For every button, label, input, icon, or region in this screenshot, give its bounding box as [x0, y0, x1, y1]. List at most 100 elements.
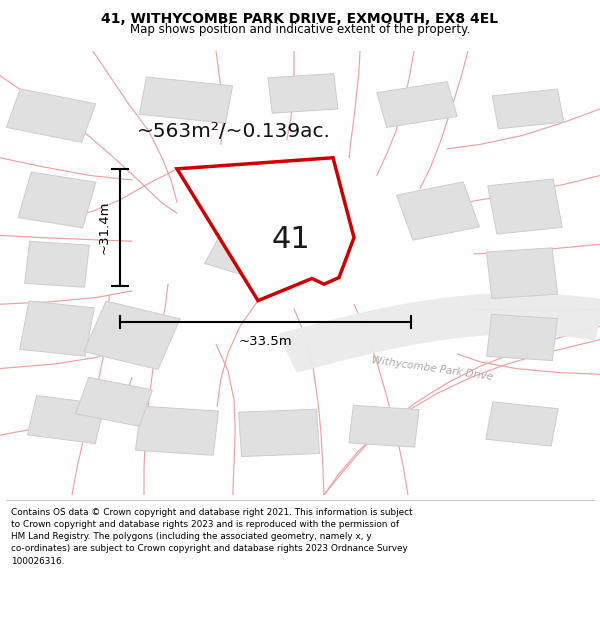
Polygon shape	[475, 295, 483, 335]
Text: Contains OS data © Crown copyright and database right 2021. This information is : Contains OS data © Crown copyright and d…	[11, 508, 412, 566]
Polygon shape	[343, 317, 362, 356]
Polygon shape	[418, 302, 433, 341]
Polygon shape	[404, 304, 421, 343]
Polygon shape	[550, 295, 559, 335]
Polygon shape	[395, 306, 412, 345]
Polygon shape	[501, 294, 506, 334]
Polygon shape	[362, 312, 381, 351]
Polygon shape	[352, 315, 372, 354]
Polygon shape	[385, 308, 402, 347]
Polygon shape	[377, 82, 457, 127]
Polygon shape	[583, 299, 595, 338]
Polygon shape	[401, 304, 418, 344]
Polygon shape	[556, 296, 565, 336]
Polygon shape	[511, 294, 515, 334]
Polygon shape	[408, 304, 424, 343]
Polygon shape	[458, 297, 468, 336]
Polygon shape	[454, 297, 465, 337]
Polygon shape	[268, 74, 338, 113]
Polygon shape	[547, 295, 555, 335]
Polygon shape	[25, 241, 89, 287]
Polygon shape	[346, 316, 365, 355]
Polygon shape	[586, 299, 599, 339]
Polygon shape	[530, 294, 535, 334]
Polygon shape	[505, 294, 509, 334]
Polygon shape	[571, 297, 582, 337]
Polygon shape	[136, 406, 218, 455]
Polygon shape	[330, 320, 350, 359]
Polygon shape	[282, 332, 304, 371]
Text: ~31.4m: ~31.4m	[97, 201, 110, 254]
Polygon shape	[464, 296, 474, 336]
Polygon shape	[508, 294, 512, 334]
Polygon shape	[574, 298, 586, 338]
Polygon shape	[424, 301, 439, 341]
Polygon shape	[565, 296, 575, 336]
Polygon shape	[314, 324, 335, 362]
Polygon shape	[494, 294, 500, 334]
Polygon shape	[441, 299, 454, 338]
Polygon shape	[304, 327, 325, 365]
Polygon shape	[391, 306, 409, 346]
Polygon shape	[527, 294, 532, 334]
Polygon shape	[553, 295, 562, 335]
Polygon shape	[340, 318, 359, 356]
Polygon shape	[448, 298, 459, 338]
Polygon shape	[484, 294, 492, 334]
Polygon shape	[486, 402, 558, 446]
Polygon shape	[421, 301, 436, 341]
Polygon shape	[238, 409, 320, 456]
Text: ~563m²/~0.139ac.: ~563m²/~0.139ac.	[137, 122, 331, 141]
Polygon shape	[28, 396, 104, 444]
Polygon shape	[295, 329, 316, 367]
Polygon shape	[301, 328, 322, 366]
Text: Map shows position and indicative extent of the property.: Map shows position and indicative extent…	[130, 23, 470, 36]
Polygon shape	[326, 321, 347, 359]
Polygon shape	[445, 298, 456, 338]
Text: 41: 41	[272, 226, 310, 254]
Polygon shape	[349, 405, 419, 447]
Polygon shape	[20, 301, 94, 356]
Polygon shape	[488, 294, 495, 334]
Text: ~33.5m: ~33.5m	[239, 335, 292, 348]
Polygon shape	[7, 89, 95, 142]
Text: Withycombe Park Drive: Withycombe Park Drive	[371, 355, 493, 382]
Text: 41, WITHYCOMBE PARK DRIVE, EXMOUTH, EX8 4EL: 41, WITHYCOMBE PARK DRIVE, EXMOUTH, EX8 …	[101, 12, 499, 26]
Polygon shape	[488, 179, 562, 234]
Polygon shape	[518, 294, 521, 334]
Polygon shape	[515, 294, 518, 334]
Polygon shape	[289, 331, 310, 369]
Polygon shape	[471, 296, 480, 336]
Polygon shape	[544, 294, 551, 334]
Polygon shape	[498, 294, 503, 334]
Polygon shape	[292, 330, 313, 369]
Polygon shape	[541, 294, 548, 334]
Polygon shape	[487, 314, 557, 361]
Polygon shape	[84, 301, 180, 369]
Polygon shape	[592, 300, 600, 339]
Polygon shape	[375, 310, 393, 349]
Polygon shape	[298, 328, 319, 367]
Polygon shape	[307, 326, 328, 364]
Polygon shape	[379, 309, 396, 348]
Polygon shape	[285, 332, 307, 370]
Polygon shape	[431, 300, 445, 339]
Polygon shape	[415, 302, 430, 342]
Polygon shape	[559, 296, 569, 336]
Polygon shape	[538, 294, 545, 334]
Polygon shape	[533, 294, 538, 334]
Polygon shape	[481, 295, 489, 335]
Polygon shape	[589, 299, 600, 339]
Polygon shape	[365, 312, 384, 351]
Polygon shape	[323, 322, 344, 361]
Polygon shape	[437, 299, 451, 339]
Polygon shape	[577, 298, 589, 338]
Polygon shape	[411, 303, 427, 343]
Polygon shape	[372, 311, 390, 349]
Polygon shape	[434, 299, 448, 339]
Polygon shape	[333, 319, 353, 358]
Polygon shape	[568, 297, 578, 336]
Polygon shape	[428, 300, 442, 340]
Polygon shape	[580, 298, 592, 338]
Polygon shape	[524, 294, 528, 334]
